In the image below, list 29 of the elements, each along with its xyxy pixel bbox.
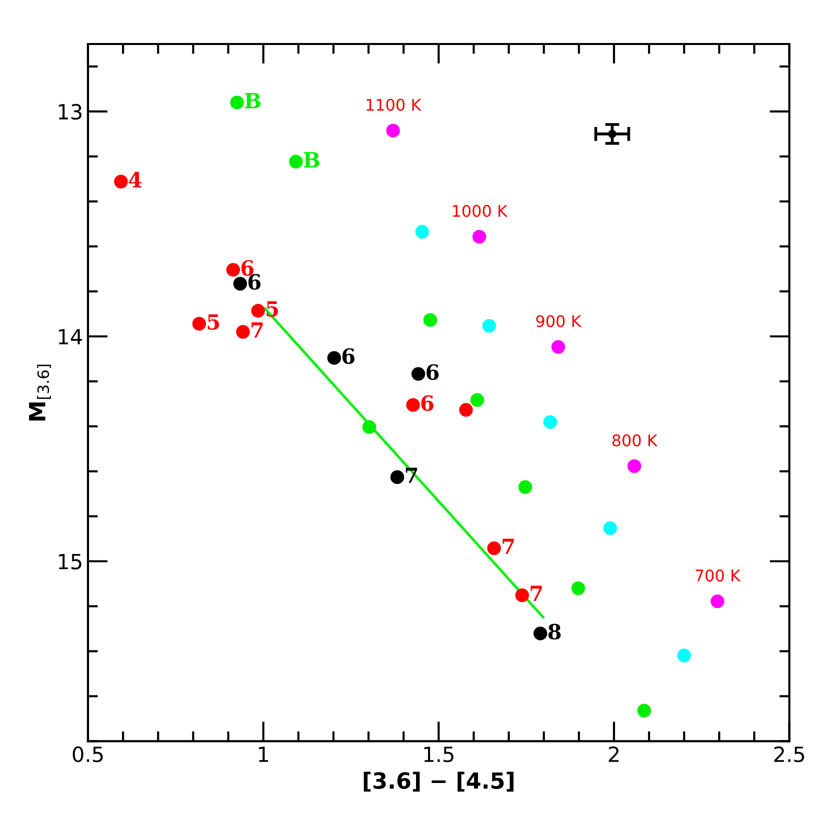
annotation: 700 K	[696, 569, 741, 582]
annotation: 6	[248, 274, 260, 290]
x-tick-label: 2	[608, 746, 619, 762]
annotation: 6	[426, 364, 439, 380]
x-tick-label: 1	[258, 746, 268, 762]
annotation: 1000 K	[452, 204, 508, 217]
annotation: 4	[128, 172, 142, 188]
x-tick-label: 1.5	[424, 746, 454, 762]
y-axis-title: M$_{[3.6]}$	[29, 364, 51, 421]
annotation: B	[244, 93, 260, 108]
annotation: 7	[502, 538, 514, 554]
annotation: 8	[548, 624, 561, 640]
annotation: 900 K	[536, 315, 582, 328]
annotation: 7	[252, 322, 263, 338]
annotation: 5	[208, 314, 220, 330]
y-tick-label: 14	[58, 329, 82, 344]
y-tick-label: 15	[58, 554, 82, 570]
annotation: 5	[266, 301, 278, 317]
annotation: 6	[342, 348, 354, 364]
x-tick-label: 2.5	[774, 746, 804, 762]
annotation: 800 K	[612, 434, 658, 446]
annotation: 6	[241, 260, 254, 276]
annotation: 6	[421, 395, 434, 412]
x-axis-title: [3.6] − [4.5]	[364, 772, 514, 792]
y-tick-label: 13	[58, 104, 82, 120]
annotation: B	[304, 152, 320, 168]
annotation: 1100 K	[366, 98, 422, 111]
x-tick-label: 0.5	[72, 746, 103, 762]
annotation: 7	[530, 586, 542, 601]
